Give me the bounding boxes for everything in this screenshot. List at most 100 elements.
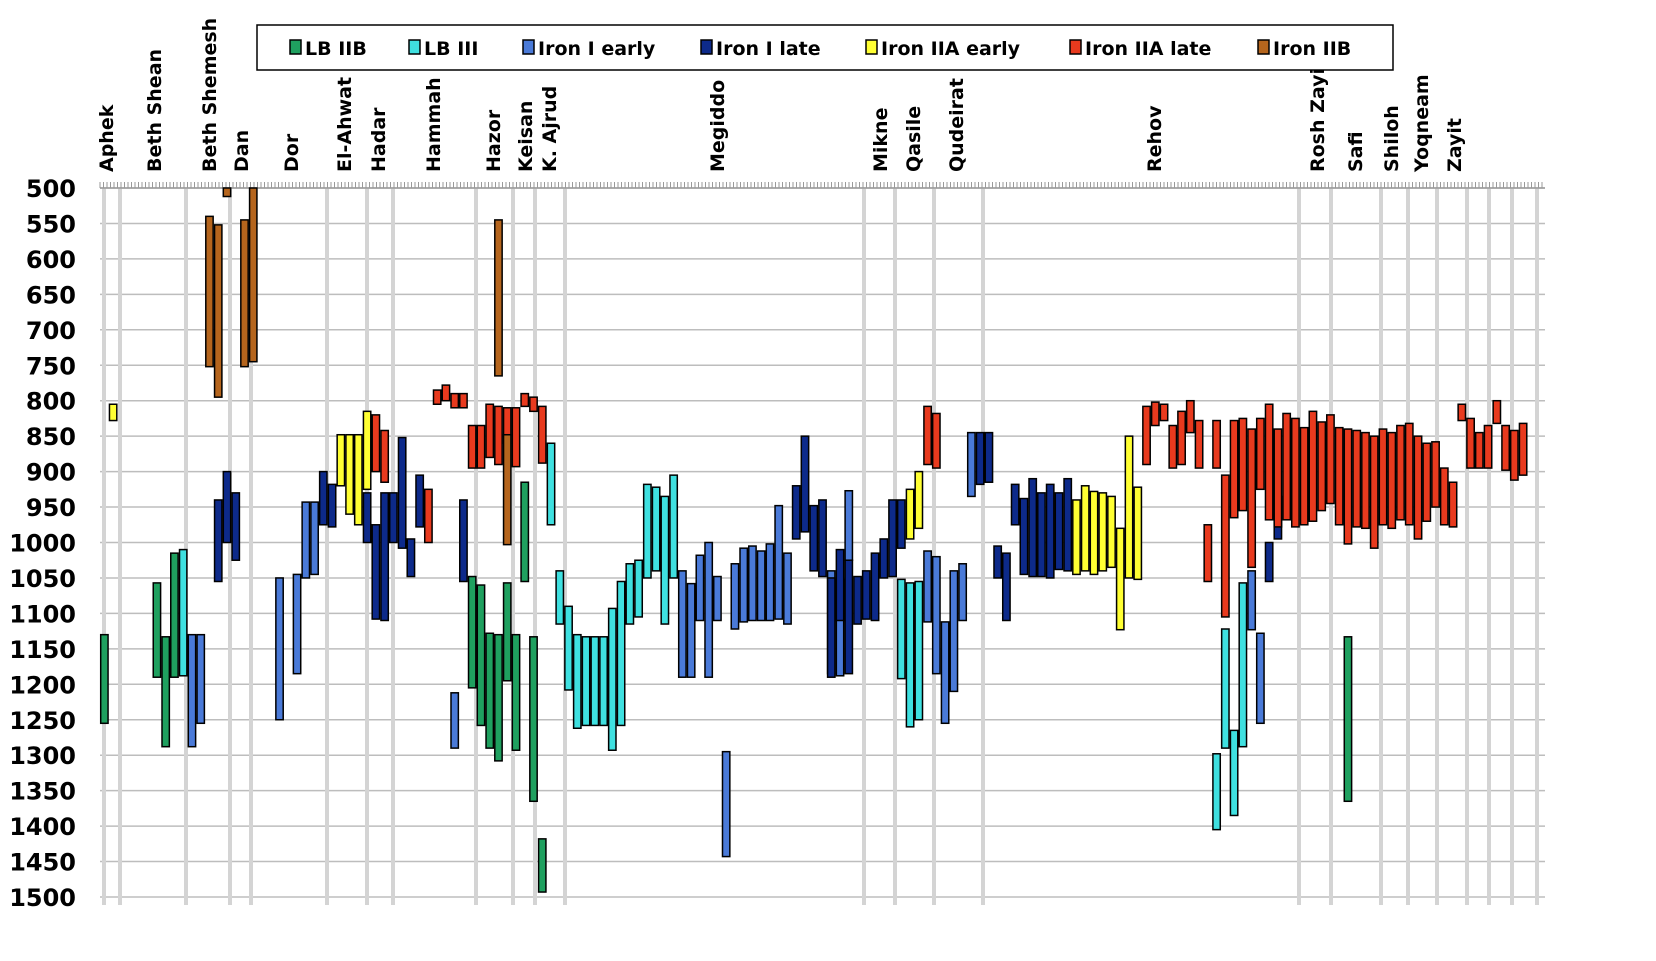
data-bars bbox=[99, 187, 1528, 893]
site-separator bbox=[932, 188, 936, 905]
range-bar bbox=[1247, 428, 1257, 569]
range-bar bbox=[529, 396, 538, 413]
site-label: Megiddo bbox=[707, 80, 729, 172]
y-tick-label: 550 bbox=[26, 210, 76, 238]
range-bar bbox=[958, 563, 968, 622]
range-bar bbox=[406, 538, 416, 578]
range-bar bbox=[1352, 429, 1362, 528]
legend-swatch bbox=[408, 39, 421, 55]
site-label: Safi bbox=[1345, 131, 1367, 172]
legend-label: Iron IIA early bbox=[881, 38, 1021, 60]
range-bar bbox=[1247, 570, 1257, 631]
range-bar bbox=[371, 524, 381, 620]
site-label: Mikne bbox=[870, 108, 892, 172]
range-bar bbox=[1361, 431, 1370, 530]
range-bar bbox=[502, 582, 512, 682]
site-separator bbox=[1535, 188, 1539, 905]
range-bar bbox=[196, 633, 206, 725]
legend-label: Iron IIA late bbox=[1085, 38, 1211, 60]
range-bar bbox=[441, 384, 451, 402]
site-label: Rehov bbox=[1144, 105, 1166, 172]
range-bar bbox=[677, 570, 687, 678]
site-separator bbox=[391, 188, 395, 905]
site-label: El-Ahwat bbox=[334, 77, 356, 172]
range-bar bbox=[896, 578, 906, 680]
site-separator bbox=[511, 188, 515, 905]
range-bar bbox=[1378, 428, 1388, 526]
range-bar bbox=[423, 488, 433, 544]
range-bar bbox=[231, 492, 241, 561]
range-bar bbox=[1466, 417, 1475, 469]
range-bar bbox=[108, 403, 118, 422]
range-bar bbox=[826, 577, 836, 678]
site-separator bbox=[365, 188, 369, 905]
legend-label: Iron IIB bbox=[1273, 38, 1351, 60]
range-bar bbox=[756, 550, 766, 622]
site-separator bbox=[118, 188, 122, 905]
y-tick-label: 650 bbox=[26, 281, 76, 309]
y-tick-label: 950 bbox=[26, 494, 76, 522]
y-tick-label: 1250 bbox=[9, 707, 76, 735]
range-bar bbox=[1518, 422, 1528, 476]
legend-swatch bbox=[700, 39, 713, 55]
range-bar bbox=[730, 563, 740, 630]
range-bar bbox=[520, 481, 530, 583]
legend-swatch bbox=[1069, 39, 1082, 55]
range-bar bbox=[1448, 481, 1458, 528]
site-label: Dan bbox=[231, 130, 253, 172]
range-bar bbox=[905, 582, 915, 728]
range-bar bbox=[1255, 632, 1265, 725]
range-bar bbox=[572, 633, 582, 730]
range-bar bbox=[450, 692, 460, 749]
site-separator bbox=[862, 188, 866, 905]
range-bar bbox=[467, 424, 477, 469]
range-bar bbox=[1439, 467, 1449, 526]
site-label: Shiloh bbox=[1381, 105, 1403, 172]
site-separator bbox=[981, 188, 985, 905]
site-label: Hadar bbox=[368, 107, 390, 172]
range-bar bbox=[388, 492, 398, 544]
range-bar bbox=[1063, 477, 1073, 572]
y-tick-label: 850 bbox=[26, 423, 76, 451]
range-bar bbox=[1080, 485, 1090, 572]
range-bar bbox=[809, 504, 819, 572]
range-bar bbox=[1203, 524, 1213, 583]
site-label: Qasile bbox=[903, 106, 925, 172]
y-tick-label: 1000 bbox=[9, 530, 76, 558]
range-bar bbox=[861, 570, 871, 620]
range-bar bbox=[529, 636, 538, 803]
range-bar bbox=[923, 550, 933, 623]
range-bar bbox=[1457, 403, 1467, 422]
range-bar bbox=[371, 414, 381, 473]
site-label: Beth Shemesh bbox=[199, 18, 221, 172]
range-bar bbox=[607, 607, 617, 751]
range-bar bbox=[1404, 422, 1414, 526]
legend-box bbox=[256, 24, 1394, 71]
range-bar bbox=[1501, 424, 1511, 471]
range-bar bbox=[1142, 405, 1151, 466]
range-bar bbox=[1343, 636, 1353, 803]
range-bar bbox=[1509, 429, 1519, 481]
range-bar bbox=[695, 554, 705, 622]
range-bar bbox=[213, 224, 223, 398]
range-bar bbox=[853, 575, 862, 625]
y-tick-label: 1350 bbox=[9, 778, 76, 806]
range-bar bbox=[1229, 729, 1239, 817]
range-bar bbox=[1474, 431, 1484, 469]
range-bar bbox=[432, 389, 442, 405]
range-bar bbox=[1115, 527, 1125, 631]
y-tick-label: 1200 bbox=[9, 671, 76, 699]
range-bar bbox=[721, 750, 731, 858]
site-label: Rosh Zayit bbox=[1307, 59, 1329, 172]
range-bar bbox=[170, 552, 179, 678]
range-bar bbox=[931, 412, 941, 469]
range-bar bbox=[564, 605, 573, 691]
range-bar bbox=[1238, 582, 1248, 748]
range-bar bbox=[1369, 435, 1379, 549]
range-bar bbox=[642, 483, 652, 579]
range-bar bbox=[1028, 477, 1038, 578]
range-bar bbox=[537, 405, 547, 464]
range-bar bbox=[1072, 499, 1081, 576]
range-bar bbox=[555, 570, 565, 625]
